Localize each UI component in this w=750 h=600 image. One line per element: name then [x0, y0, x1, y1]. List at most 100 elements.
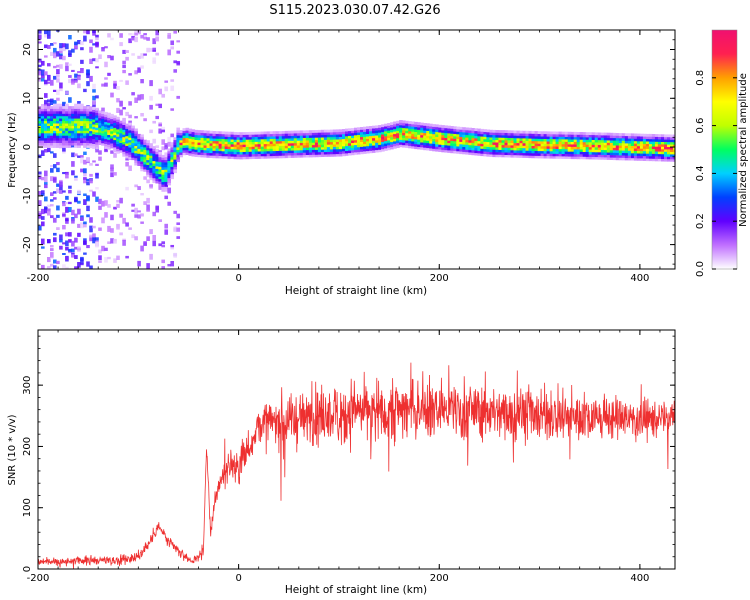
spectrogram-cell: [239, 154, 244, 157]
spectrogram-cell: [546, 153, 551, 157]
spectrogram-cell: [89, 178, 93, 184]
spectrogram-cell: [122, 153, 126, 157]
spectrogram-cell: [444, 132, 448, 136]
spectrogram-cell: [149, 104, 153, 110]
spectrogram-cell: [456, 141, 460, 144]
spectrogram-cell: [281, 140, 286, 144]
spectrogram-cell: [86, 115, 90, 119]
spectrogram-cell: [299, 140, 304, 143]
spectrogram-cell: [648, 148, 653, 152]
spectrogram-cell: [603, 152, 608, 155]
spectrogram-cell: [597, 144, 602, 148]
spectrogram-cell: [116, 133, 120, 137]
spectrogram-cell: [86, 145, 90, 148]
spectrogram-cell: [188, 150, 193, 154]
spectrogram-cell: [606, 144, 611, 148]
spectrogram-cell: [155, 145, 160, 149]
spectrogram-cell: [47, 63, 51, 67]
spectrogram-cell: [323, 149, 328, 153]
spectrogram-cell: [44, 93, 48, 98]
spectrogram-cell: [357, 134, 361, 138]
spectrogram-cell: [311, 132, 316, 136]
spectrogram-cell: [642, 148, 647, 152]
spectrogram-cell: [56, 140, 60, 143]
spectrogram-cell: [62, 264, 66, 269]
spectrogram-cell: [516, 145, 521, 148]
spectrogram-cell: [381, 139, 385, 142]
spectrogram-cell: [212, 155, 217, 159]
spectrogram-cell: [670, 144, 674, 148]
spectrogram-cell: [269, 155, 274, 159]
spectrogram-cell: [155, 161, 160, 164]
spectrogram-cell: [101, 125, 105, 129]
spectrogram-cell: [579, 136, 584, 140]
spectrogram-cell: [417, 124, 421, 128]
spectrogram-cell: [146, 169, 150, 173]
spectrogram-cell: [77, 189, 81, 194]
spectrogram-cell: [278, 138, 283, 142]
spectrogram-cell: [41, 123, 45, 126]
spectrogram-cell: [116, 151, 120, 154]
spectrogram-cell: [612, 140, 617, 143]
spectrogram-cell: [71, 78, 75, 84]
spectrogram-cell: [74, 145, 78, 148]
spectrogram-cell: [260, 153, 265, 157]
spectrogram-cell: [471, 137, 476, 141]
spectrogram-cell: [326, 154, 331, 157]
spectrogram-cell: [203, 135, 208, 139]
spectrogram-cell: [314, 137, 319, 141]
spectrogram-cell: [50, 199, 54, 202]
spectrogram-cell: [465, 149, 469, 153]
spectrogram-cell: [194, 129, 199, 133]
spectrogram-cell: [351, 130, 355, 134]
spectrogram-cell: [585, 139, 590, 143]
spectrogram-cell: [152, 168, 157, 171]
spectrogram-cell: [278, 143, 283, 147]
spectrogram-cell: [519, 140, 524, 144]
spectrogram-cell: [369, 128, 373, 132]
spectrogram-cell: [101, 113, 105, 117]
spectrogram-cell: [65, 62, 69, 65]
spectrogram-cell: [348, 138, 352, 141]
spectrogram-cell: [417, 139, 421, 143]
spectrogram-cell: [230, 146, 235, 150]
spectrogram-cell: [215, 136, 220, 139]
spectrogram-cell: [486, 144, 491, 147]
spectrogram-cell: [670, 134, 674, 138]
spectrogram-cell: [323, 141, 328, 145]
spectrogram-cell: [113, 134, 117, 138]
spectrogram-cell: [152, 180, 157, 183]
spectrogram-cell: [489, 129, 494, 133]
spectrogram-cell: [486, 141, 491, 145]
spectrogram-cell: [393, 121, 397, 125]
spectrogram-cell: [501, 147, 506, 150]
spectrogram-cell: [164, 166, 169, 170]
spectrogram-cell: [657, 139, 662, 142]
spectrogram-cell: [95, 117, 99, 121]
spectrogram-cell: [354, 132, 358, 136]
spectrogram-cell: [441, 127, 445, 131]
spectrogram-cell: [80, 108, 84, 112]
spectrogram-cell: [152, 146, 157, 149]
spectrogram-cell: [657, 146, 662, 150]
spectrogram-cell: [239, 151, 244, 155]
spectrogram-cell: [459, 126, 463, 130]
spectrogram-cell: [624, 155, 629, 158]
spectrogram-cell: [65, 173, 69, 179]
spectrogram-cell: [582, 156, 587, 160]
spectrogram-cell: [47, 74, 51, 81]
spectrogram-cell: [369, 135, 373, 139]
spectrogram-cell: [591, 154, 596, 157]
spectrogram-cell: [227, 141, 232, 145]
spectrogram-cell: [612, 137, 617, 141]
spectrogram-cell: [62, 142, 66, 146]
spectrogram-cell: [558, 146, 563, 150]
spectrogram-cell: [167, 187, 172, 194]
spectrogram-cell: [62, 213, 66, 217]
spectrogram-cell: [107, 120, 111, 123]
spectrogram-cell: [77, 40, 81, 45]
spectrogram-cell: [423, 142, 427, 146]
spectrogram-cell: [65, 118, 69, 122]
spectrogram-cell: [278, 135, 283, 139]
spectrogram-cell: [390, 124, 394, 128]
